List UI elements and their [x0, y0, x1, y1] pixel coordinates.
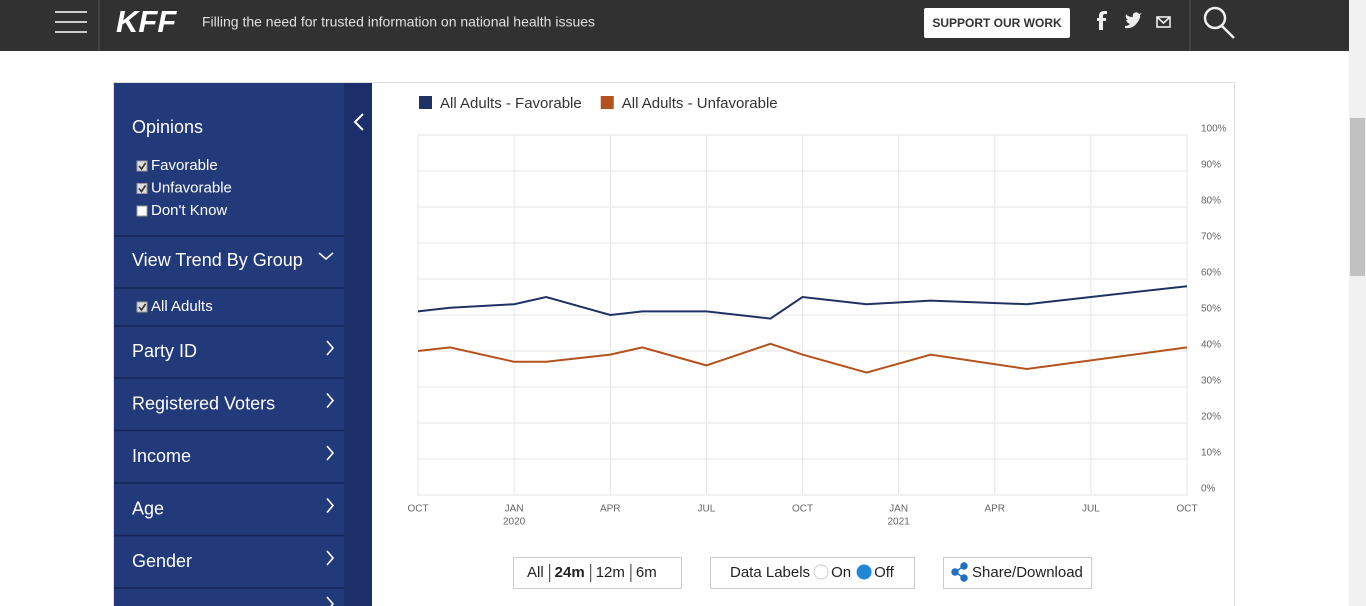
x-tick-label: OCT: [792, 504, 813, 515]
checkbox[interactable]: [136, 301, 148, 313]
range-option[interactable]: 6m: [636, 564, 657, 581]
y-tick-label: 80%: [1201, 196, 1221, 207]
collapse-arrow[interactable]: [353, 113, 364, 131]
x-tick-label: JAN: [889, 504, 908, 515]
radio[interactable]: [813, 564, 829, 580]
section-title[interactable]: View Trend By Group: [132, 250, 303, 270]
y-tick-label: 100%: [1201, 124, 1227, 135]
facebook-icon[interactable]: [1097, 11, 1107, 30]
x-tick-label: OCT: [1176, 504, 1197, 515]
sidebar-menu: [114, 83, 344, 606]
legend-swatch[interactable]: [600, 96, 614, 109]
option-label[interactable]: Don't Know: [151, 202, 227, 219]
chevron[interactable]: [326, 340, 335, 356]
y-tick-label: 50%: [1201, 304, 1221, 315]
data-line: [417, 285, 1188, 320]
legend-label[interactable]: All Adults - Unfavorable: [622, 95, 778, 112]
y-tick-label: 0%: [1201, 484, 1216, 495]
option-label[interactable]: All Adults: [151, 298, 213, 315]
y-tick-label: 90%: [1201, 160, 1221, 171]
data-labels-label: Data Labels: [730, 564, 810, 581]
chevron[interactable]: [318, 252, 334, 261]
x-tick-year: 2021: [888, 517, 911, 528]
share-label[interactable]: Share/Download: [972, 564, 1083, 581]
range-option[interactable]: 24m: [555, 564, 585, 581]
x-tick-label: APR: [984, 504, 1005, 515]
support-button-label[interactable]: SUPPORT OUR WORK: [932, 16, 1062, 30]
share-icon[interactable]: [951, 562, 968, 582]
search-icon[interactable]: [1203, 6, 1235, 39]
checkbox[interactable]: [136, 205, 148, 217]
y-tick-label: 20%: [1201, 412, 1221, 423]
chevron[interactable]: [326, 392, 335, 409]
group-item[interactable]: Party ID: [132, 341, 197, 361]
radio-label[interactable]: On: [831, 564, 851, 581]
chevron[interactable]: [326, 550, 335, 566]
checkmark: [138, 303, 147, 312]
range-control: [513, 557, 682, 589]
y-tick-label: 10%: [1201, 448, 1221, 459]
chevron[interactable]: [326, 596, 335, 606]
chevron[interactable]: [326, 445, 335, 461]
x-tick-label: APR: [600, 504, 621, 515]
logo[interactable]: KFF: [116, 4, 177, 39]
section-title: Opinions: [132, 117, 203, 137]
x-tick-label: OCT: [407, 504, 428, 515]
scrollbar[interactable]: [1349, 0, 1366, 606]
group-item[interactable]: Income: [132, 446, 191, 466]
y-tick-label: 40%: [1201, 340, 1221, 351]
range-option[interactable]: 12m: [596, 564, 625, 581]
radio-label[interactable]: Off: [874, 564, 895, 581]
legend-swatch[interactable]: [419, 96, 432, 109]
y-tick-label: 70%: [1201, 232, 1221, 243]
chevron[interactable]: [326, 497, 335, 514]
data-line: [417, 342, 1188, 374]
group-item[interactable]: Gender: [132, 551, 192, 571]
checkbox[interactable]: [136, 183, 148, 194]
radio[interactable]: [856, 564, 872, 580]
y-tick-label: 60%: [1201, 268, 1221, 279]
option-label[interactable]: Unfavorable: [151, 179, 232, 196]
checkbox[interactable]: [136, 160, 148, 172]
share-button[interactable]: [943, 557, 1092, 589]
x-tick-year: 2020: [503, 517, 526, 528]
support-button[interactable]: [924, 8, 1070, 38]
checkmark: [138, 162, 147, 171]
twitter-icon[interactable]: [1125, 12, 1142, 29]
legend-label[interactable]: All Adults - Favorable: [440, 95, 582, 112]
x-tick-label: JAN: [505, 504, 524, 515]
menu-icon[interactable]: [55, 11, 87, 33]
tagline: Filling the need for trusted information…: [202, 14, 595, 30]
mail-icon[interactable]: [1156, 16, 1171, 28]
option-label[interactable]: Favorable: [151, 157, 218, 174]
header-bar: [0, 0, 1349, 51]
group-item[interactable]: Registered Voters: [132, 393, 275, 413]
range-option[interactable]: All: [527, 564, 544, 581]
x-tick-label: JUL: [697, 504, 715, 515]
checkmark: [138, 185, 147, 193]
y-tick-label: 30%: [1201, 376, 1221, 387]
data-labels-control: [710, 557, 915, 589]
group-item[interactable]: Age: [132, 498, 164, 518]
x-tick-label: JUL: [1082, 504, 1100, 515]
scrollbar-thumb[interactable]: [1350, 118, 1365, 276]
